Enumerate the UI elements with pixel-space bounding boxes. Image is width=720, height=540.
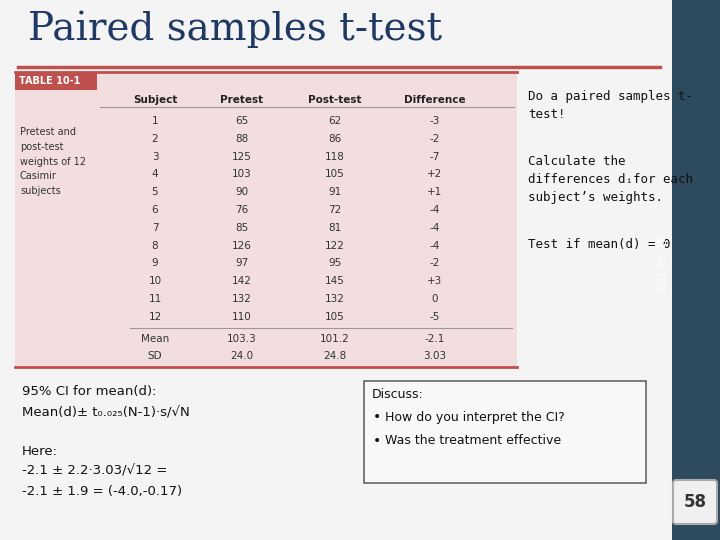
Text: 97: 97	[235, 259, 248, 268]
Text: 6: 6	[152, 205, 158, 215]
Text: 72: 72	[328, 205, 341, 215]
Text: 7: 7	[152, 223, 158, 233]
FancyBboxPatch shape	[673, 480, 717, 524]
Text: 0: 0	[432, 294, 438, 304]
Text: 10: 10	[148, 276, 161, 286]
Text: Pretest and
post-test
weights of 12
Casimir
subjects: Pretest and post-test weights of 12 Casi…	[20, 127, 86, 196]
Text: Difference: Difference	[404, 95, 466, 105]
Text: 90: 90	[235, 187, 248, 197]
Text: 9: 9	[152, 259, 158, 268]
Text: 4: 4	[152, 170, 158, 179]
Text: 3: 3	[152, 152, 158, 161]
Text: 24.0: 24.0	[230, 350, 253, 361]
Text: 12: 12	[148, 312, 161, 322]
Text: 126: 126	[232, 241, 252, 251]
Text: Subject: Subject	[132, 95, 177, 105]
Text: 105: 105	[325, 170, 345, 179]
Text: 95: 95	[328, 259, 341, 268]
Text: 103: 103	[232, 170, 252, 179]
Text: +3: +3	[428, 276, 443, 286]
Text: Here:: Here:	[22, 445, 58, 458]
Text: -4: -4	[430, 205, 440, 215]
Text: Pretest: Pretest	[220, 95, 264, 105]
Text: Post-test: Post-test	[308, 95, 361, 105]
Text: 122: 122	[325, 241, 345, 251]
Text: -4: -4	[430, 241, 440, 251]
Text: 1: 1	[152, 116, 158, 126]
Text: How do you interpret the CI?: How do you interpret the CI?	[385, 410, 564, 423]
Text: 81: 81	[328, 223, 341, 233]
Text: 105: 105	[325, 312, 345, 322]
Text: 58: 58	[683, 493, 706, 511]
Text: -4: -4	[430, 223, 440, 233]
Text: -2.1 ± 2.2·3.03/√12 =: -2.1 ± 2.2·3.03/√12 =	[22, 465, 167, 478]
Text: Test if mean(d) = 0: Test if mean(d) = 0	[528, 238, 670, 251]
Text: 8: 8	[152, 241, 158, 251]
FancyBboxPatch shape	[364, 381, 646, 483]
Text: 88: 88	[235, 134, 248, 144]
Text: Discuss:: Discuss:	[372, 388, 424, 402]
Text: 3.03: 3.03	[423, 350, 446, 361]
Text: Paired samples t-test: Paired samples t-test	[28, 10, 442, 48]
Text: +1: +1	[428, 187, 443, 197]
Text: 5: 5	[152, 187, 158, 197]
Text: 76: 76	[235, 205, 248, 215]
Text: •: •	[373, 410, 382, 424]
Text: +2: +2	[428, 170, 443, 179]
Text: -7: -7	[430, 152, 440, 161]
Text: Was the treatment effective: Was the treatment effective	[385, 435, 561, 448]
Text: •: •	[373, 434, 382, 448]
Text: 2: 2	[152, 134, 158, 144]
Text: 132: 132	[232, 294, 252, 304]
Text: 62: 62	[328, 116, 341, 126]
Text: TABLE 10-1: TABLE 10-1	[19, 77, 81, 86]
Text: 95% CI for mean(d):: 95% CI for mean(d):	[22, 385, 156, 398]
Text: 132: 132	[325, 294, 345, 304]
Text: 142: 142	[232, 276, 252, 286]
Text: -2.1: -2.1	[425, 334, 445, 343]
Text: Mean: Mean	[141, 334, 169, 343]
Text: SD: SD	[148, 350, 162, 361]
Text: 2021-09-19: 2021-09-19	[657, 235, 667, 294]
Text: 65: 65	[235, 116, 248, 126]
Text: Do a paired samples t-
test!: Do a paired samples t- test!	[528, 90, 693, 121]
Text: 24.8: 24.8	[323, 350, 346, 361]
Text: -3: -3	[430, 116, 440, 126]
Text: 85: 85	[235, 223, 248, 233]
FancyBboxPatch shape	[15, 73, 97, 90]
Text: 101.2: 101.2	[320, 334, 350, 343]
Text: 103.3: 103.3	[227, 334, 257, 343]
Text: 145: 145	[325, 276, 345, 286]
Text: -2: -2	[430, 259, 440, 268]
Text: 86: 86	[328, 134, 341, 144]
Polygon shape	[672, 0, 720, 540]
Text: Mean(d)± t₀.₀₂₅(N-1)·s/√N: Mean(d)± t₀.₀₂₅(N-1)·s/√N	[22, 407, 190, 420]
Text: 11: 11	[148, 294, 161, 304]
Text: 125: 125	[232, 152, 252, 161]
Text: -2.1 ± 1.9 = (-4.0,-0.17): -2.1 ± 1.9 = (-4.0,-0.17)	[22, 485, 182, 498]
FancyBboxPatch shape	[15, 72, 517, 367]
Text: -2: -2	[430, 134, 440, 144]
Text: 110: 110	[232, 312, 252, 322]
Text: -5: -5	[430, 312, 440, 322]
Text: Calculate the
differences dᵢfor each
subject’s weights.: Calculate the differences dᵢfor each sub…	[528, 155, 693, 204]
Text: 91: 91	[328, 187, 341, 197]
Text: 118: 118	[325, 152, 345, 161]
